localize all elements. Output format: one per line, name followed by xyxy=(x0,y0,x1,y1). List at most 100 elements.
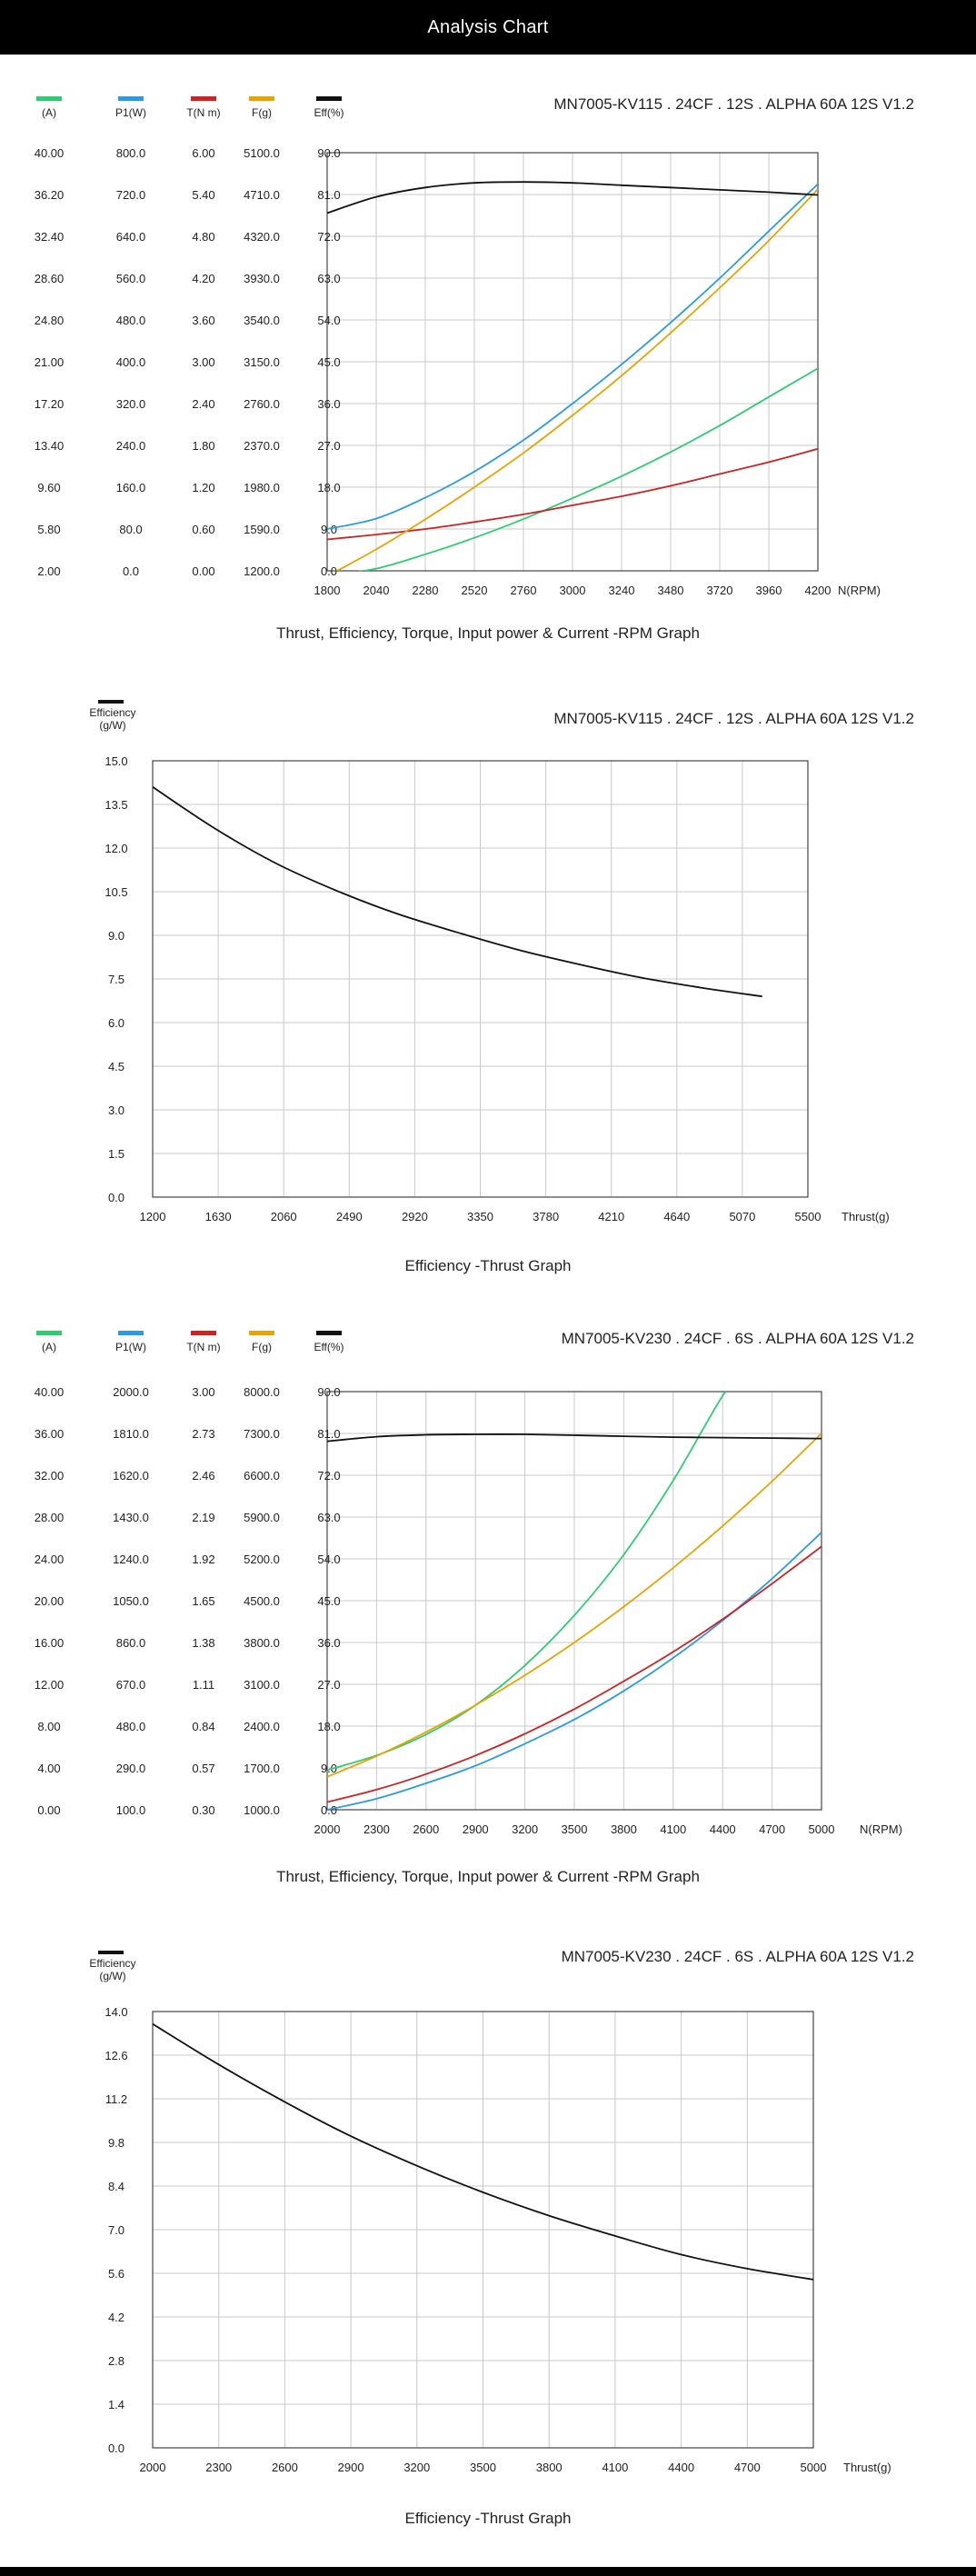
x-tick-label: 3500 xyxy=(562,1822,588,1836)
y-tick-label: 45.0 xyxy=(317,1594,340,1608)
y-tick-label: 4710.0 xyxy=(244,188,280,202)
y-tick-label: 720.0 xyxy=(116,188,146,202)
y-tick-label: 2.46 xyxy=(192,1469,214,1483)
y-tick-label: 36.20 xyxy=(35,188,65,202)
y-tick-label: 9.0 xyxy=(108,929,124,943)
series-line-2 xyxy=(327,183,818,530)
y-tick-label: 0.0 xyxy=(123,564,139,578)
y-tick-label: 0.0 xyxy=(108,1191,124,1204)
x-tick-label: 4210 xyxy=(598,1210,624,1223)
y-tick-label: 2.19 xyxy=(192,1511,214,1524)
y-tick-label: 0.0 xyxy=(321,564,337,578)
y-tick-label: 9.0 xyxy=(321,1762,337,1775)
y-tick-label: 7.5 xyxy=(108,973,124,986)
y-tick-label: 1.11 xyxy=(193,1678,214,1692)
y-tick-label: 5.40 xyxy=(192,188,214,202)
legend-swatch xyxy=(249,1331,274,1335)
y-tick-label: 12.6 xyxy=(105,2049,127,2062)
y-tick-label: 1.80 xyxy=(192,439,214,453)
series-line-2 xyxy=(327,1532,822,1810)
y-tick-label: 90.0 xyxy=(317,146,340,160)
y-tick-label: 5100.0 xyxy=(244,146,280,160)
y-tick-label: 2.00 xyxy=(37,564,60,578)
chart-model-title: MN7005-KV230 . 24CF . 6S . ALPHA 60A 12S… xyxy=(562,1948,914,1965)
legend-swatch xyxy=(316,96,342,101)
x-tick-label: 4700 xyxy=(734,2461,761,2474)
y-tick-label: 3.00 xyxy=(192,355,214,369)
x-tick-label: 2000 xyxy=(314,1822,341,1836)
y-tick-label: 13.5 xyxy=(105,798,127,812)
x-tick-label: 3500 xyxy=(470,2461,496,2474)
y-tick-label: 12.00 xyxy=(35,1678,65,1692)
y-tick-label: 3.0 xyxy=(108,1103,124,1117)
y-tick-label: 8.00 xyxy=(37,1720,60,1733)
y-tick-label: 3150.0 xyxy=(244,355,280,369)
legend-label: (g/W) xyxy=(99,719,125,732)
y-tick-label: 10.5 xyxy=(105,885,127,899)
x-tick-label: 1800 xyxy=(314,584,341,597)
y-tick-label: 81.0 xyxy=(317,188,340,202)
x-tick-label: 4400 xyxy=(668,2461,694,2474)
chart-caption: Thrust, Efficiency, Torque, Input power … xyxy=(276,1868,700,1885)
y-tick-label: 24.00 xyxy=(35,1553,65,1566)
y-tick-label: 1.38 xyxy=(192,1636,214,1650)
x-tick-label: 3200 xyxy=(403,2461,430,2474)
series-line-1 xyxy=(357,367,818,571)
efficiency-chart-kv115: 1200 1630 2060 2490 2920 3350 3780 4210 4640 5070… xyxy=(89,700,914,1274)
y-tick-label: 20.00 xyxy=(35,1594,65,1608)
y-tick-label: 480.0 xyxy=(116,1720,146,1733)
y-tick-label: 40.00 xyxy=(35,146,65,160)
y-tick-label: 1620.0 xyxy=(113,1469,149,1483)
x-tick-label: 4100 xyxy=(660,1822,686,1836)
y-tick-label: 4.00 xyxy=(37,1762,60,1775)
y-tick-label: 7.0 xyxy=(108,2223,124,2237)
y-tick-label: 1240.0 xyxy=(113,1553,149,1566)
y-tick-label: 17.20 xyxy=(35,397,65,411)
y-tick-label: 100.0 xyxy=(116,1803,146,1817)
y-tick-label: 11.2 xyxy=(105,2092,127,2106)
y-tick-label: 160.0 xyxy=(116,481,146,494)
x-tick-label: 2600 xyxy=(272,2461,298,2474)
y-tick-label: 2400.0 xyxy=(244,1720,280,1733)
y-tick-label: 2760.0 xyxy=(244,397,280,411)
x-tick-label: 3200 xyxy=(512,1822,538,1836)
plot-frame xyxy=(152,2011,814,2449)
x-tick-label: 2760 xyxy=(511,584,537,597)
y-tick-label: 560.0 xyxy=(116,272,146,285)
y-tick-label: 4.20 xyxy=(192,272,214,285)
legend-label: T(N m) xyxy=(186,106,220,119)
legend-swatch xyxy=(191,96,216,101)
legend-label: (A) xyxy=(42,1341,56,1353)
x-tick-label: 2600 xyxy=(413,1822,439,1836)
legend-swatch xyxy=(316,1331,342,1335)
x-tick-label: 2900 xyxy=(338,2461,364,2474)
y-tick-label: 320.0 xyxy=(116,397,146,411)
y-tick-label: 63.0 xyxy=(317,1511,340,1524)
plot-frame xyxy=(326,1391,822,1811)
y-tick-label: 0.0 xyxy=(108,2441,124,2455)
rpm-chart-kv115: 1800 2040 2280 2520 2760 3000 3240 3480 3720 3960… xyxy=(35,95,914,642)
y-tick-label: 1000.0 xyxy=(244,1803,280,1817)
y-tick-label: 5.6 xyxy=(108,2267,124,2281)
x-tick-label: 4640 xyxy=(663,1210,690,1223)
x-tick-label: 5000 xyxy=(809,1822,835,1836)
y-tick-label: 6.0 xyxy=(108,1016,124,1030)
x-tick-label: 5000 xyxy=(801,2461,827,2474)
y-tick-label: 72.0 xyxy=(317,230,340,244)
y-tick-label: 0.00 xyxy=(192,564,214,578)
x-tick-label: 5500 xyxy=(795,1210,822,1223)
y-tick-label: 16.00 xyxy=(35,1636,65,1650)
y-tick-label: 800.0 xyxy=(116,146,146,160)
x-tick-label: 3780 xyxy=(533,1210,559,1223)
chart-model-title: MN7005-KV115 . 24CF . 12S . ALPHA 60A 12… xyxy=(553,95,914,113)
y-tick-label: 14.0 xyxy=(105,2005,127,2019)
x-tick-label: 3000 xyxy=(560,584,586,597)
y-tick-label: 4.2 xyxy=(108,2311,124,2324)
y-tick-label: 21.00 xyxy=(35,355,65,369)
legend-label: Eff(%) xyxy=(314,106,344,119)
x-tick-label: 2300 xyxy=(364,1822,390,1836)
x-tick-label: 2920 xyxy=(402,1210,428,1223)
y-tick-label: 7300.0 xyxy=(244,1427,280,1441)
legend-label: P1(W) xyxy=(115,1341,146,1353)
x-tick-label: 2520 xyxy=(462,584,488,597)
